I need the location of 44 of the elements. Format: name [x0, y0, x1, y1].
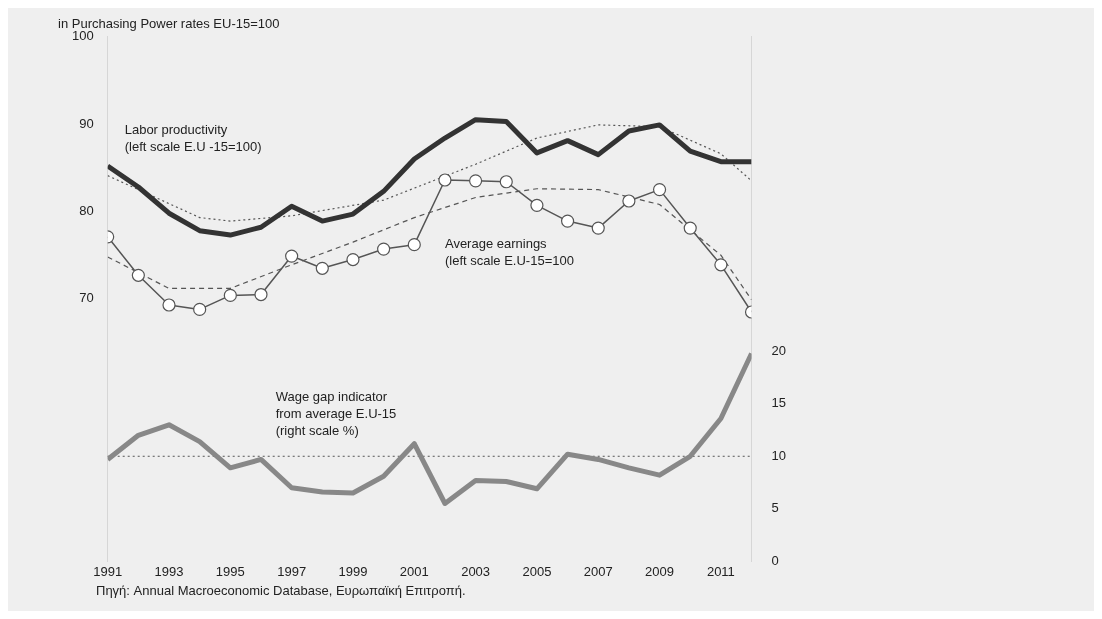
x-tick-label: 1993	[154, 563, 184, 579]
point	[162, 298, 176, 312]
line-series	[107, 124, 752, 222]
point	[591, 221, 605, 235]
series-label: Wage gap indicator from average E.U-15 (right scale %)	[275, 388, 397, 438]
point	[499, 175, 513, 189]
x-tick-label: 2009	[645, 563, 675, 579]
x-tick-label: 2005	[522, 563, 552, 579]
point	[131, 268, 145, 282]
x-tick-label: 1991	[93, 563, 123, 579]
point	[254, 287, 268, 302]
series-label: Labor productivity (left scale E.U -15=100)	[124, 122, 262, 155]
x-tick-label: 1997	[277, 563, 307, 579]
x-tick-label: 2003	[461, 563, 491, 579]
y2-tick-label: 0	[771, 552, 779, 568]
y-tick-label: 90	[79, 115, 94, 131]
y-tick-label: 70	[79, 290, 94, 306]
point	[377, 242, 391, 256]
point	[407, 238, 421, 252]
x-tick-label: 1995	[215, 563, 245, 579]
point	[560, 214, 575, 228]
point	[683, 221, 697, 235]
point	[530, 198, 544, 212]
point	[285, 249, 299, 263]
point	[714, 258, 728, 272]
y2-tick-label: 15	[771, 395, 787, 411]
series-label: Average earnings (left scale E.U-15=100	[444, 236, 574, 269]
point	[469, 174, 483, 188]
text: Πηγή: Annual Macroeconomic Database, Ευρωπαϊκή Επιτροπή.	[96, 583, 467, 598]
y2-tick-label: 10	[771, 447, 787, 463]
y-tick-label: 80	[79, 203, 94, 219]
y2-tick-label: 20	[771, 342, 787, 358]
x-tick-label: 2007	[583, 563, 613, 579]
y2-tick-label: 5	[771, 500, 779, 516]
point	[652, 183, 667, 197]
point	[346, 252, 360, 267]
x-tick-label: 2001	[399, 563, 429, 579]
point	[193, 302, 207, 316]
point	[223, 288, 237, 302]
point	[622, 194, 636, 208]
point	[315, 261, 329, 275]
point	[438, 173, 452, 187]
x-tick-label: 2011	[706, 563, 735, 579]
x-tick-label: 1999	[338, 563, 368, 579]
